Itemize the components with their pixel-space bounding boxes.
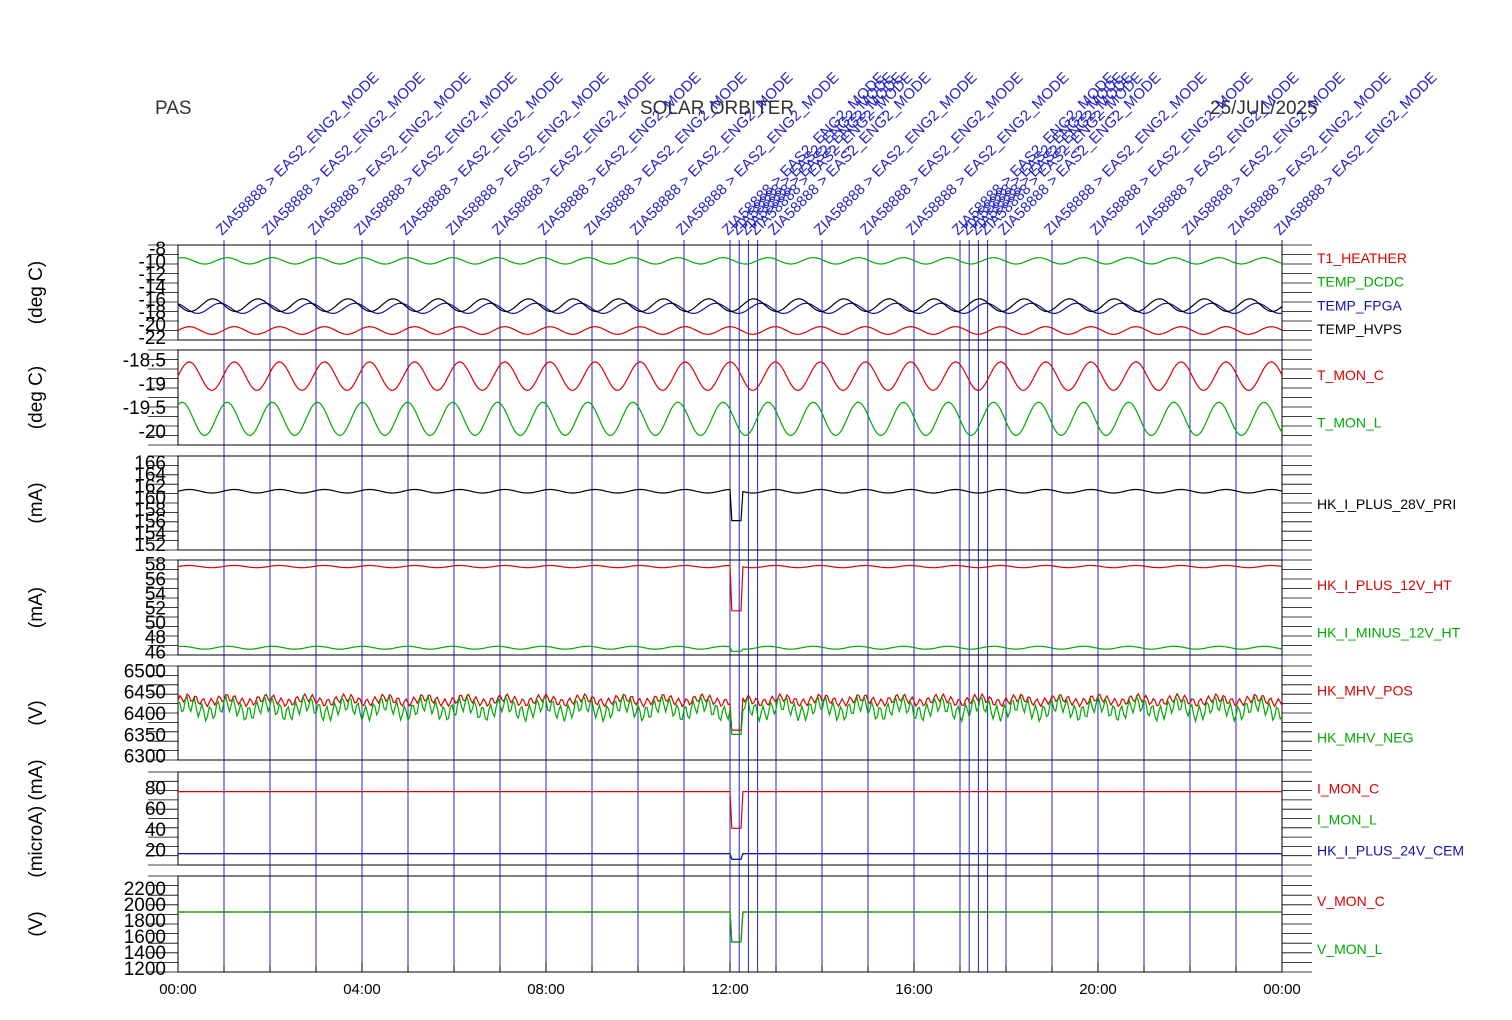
y-tick-label: -14 — [139, 277, 167, 298]
y-axis-label: (V) — [26, 911, 47, 936]
legend-label: TEMP_FPGA — [1317, 297, 1402, 313]
y-tick-label: 20 — [145, 841, 166, 862]
y-tick-label: 160 — [134, 488, 166, 509]
series-line — [178, 791, 1282, 829]
y-tick-label: 1800 — [124, 911, 166, 932]
y-tick-label: -20 — [139, 422, 166, 443]
legend-label: HK_I_PLUS_28V_PRI — [1317, 496, 1456, 512]
y-tick-label: -19 — [139, 374, 166, 395]
x-tick-label: 12:00 — [711, 981, 749, 998]
series-line — [178, 853, 1282, 860]
y-tick-label: 152 — [134, 535, 166, 556]
y-axis-label: (deg C) — [26, 261, 47, 324]
legend-label: TEMP_HVPS — [1317, 321, 1402, 337]
y-tick-label: 6400 — [124, 704, 166, 725]
y-tick-label: 1400 — [124, 943, 166, 964]
header-center: SOLAR ORBITER — [640, 98, 795, 119]
y-tick-label: 1200 — [124, 959, 166, 980]
x-tick-label: 00:00 — [159, 981, 197, 998]
legend-label: V_MON_C — [1317, 893, 1385, 909]
series-line — [177, 298, 1283, 313]
y-tick-label: -18.5 — [123, 351, 166, 372]
y-tick-label: -18 — [139, 303, 166, 324]
y-axis-label: (V) — [26, 700, 47, 725]
y-tick-label: 50 — [145, 613, 166, 634]
x-tick-label: 08:00 — [527, 981, 565, 998]
legend-label: T_MON_C — [1317, 367, 1384, 383]
y-tick-label: -19.5 — [123, 398, 166, 419]
x-tick-label: 20:00 — [1079, 981, 1117, 998]
y-tick-label: 52 — [145, 599, 166, 620]
y-tick-label: -16 — [139, 290, 166, 311]
y-tick-label: 158 — [134, 500, 166, 521]
y-tick-label: -22 — [139, 328, 166, 349]
y-tick-label: 80 — [145, 779, 166, 800]
y-tick-label: 1600 — [124, 927, 166, 948]
x-tick-label: 04:00 — [343, 981, 381, 998]
legend-label: T_MON_L — [1317, 414, 1382, 430]
y-tick-label: -20 — [139, 315, 166, 336]
series-line — [177, 302, 1283, 315]
y-axis-label: (mA) — [26, 587, 47, 628]
series-line — [177, 564, 1283, 612]
x-tick-label: 16:00 — [895, 981, 933, 998]
y-tick-label: 6350 — [124, 725, 166, 746]
legend-label: T1_HEATHER — [1317, 250, 1407, 266]
y-axis-label: (deg C) — [26, 366, 47, 429]
series-line — [178, 911, 1282, 943]
legend-label: HK_I_PLUS_24V_CEM — [1317, 843, 1464, 859]
event-marker-label: ZIA58888 > EAS2_ENG2_MODE — [213, 69, 383, 239]
header-left: PAS — [155, 98, 192, 119]
y-tick-label: 48 — [145, 628, 166, 649]
y-tick-label: 154 — [134, 523, 166, 544]
legend-label: HK_MHV_NEG — [1317, 730, 1413, 746]
y-tick-label: 6450 — [124, 683, 166, 704]
y-tick-label: -12 — [139, 265, 166, 286]
y-tick-label: 2000 — [124, 895, 166, 916]
legend-label: I_MON_C — [1317, 781, 1379, 797]
legend-label: HK_MHV_POS — [1317, 683, 1413, 699]
y-tick-label: 60 — [145, 799, 166, 820]
series-line — [177, 692, 1283, 731]
y-tick-label: 6500 — [124, 661, 166, 682]
y-tick-label: 58 — [145, 555, 166, 576]
legend-label: I_MON_L — [1317, 812, 1377, 828]
y-tick-label: 2200 — [124, 879, 166, 900]
legend-label: TEMP_DCDC — [1317, 274, 1404, 290]
series-line — [177, 645, 1283, 652]
y-tick-label: 164 — [134, 465, 166, 486]
y-tick-label: -10 — [139, 252, 166, 273]
series-line — [177, 401, 1283, 437]
y-tick-label: 40 — [145, 820, 166, 841]
y-tick-label: 54 — [145, 584, 167, 605]
y-tick-label: 156 — [134, 512, 166, 533]
y-tick-label: 46 — [145, 642, 166, 663]
series-line — [177, 488, 1283, 522]
y-tick-label: -8 — [149, 239, 166, 260]
y-tick-label: 166 — [134, 453, 166, 474]
y-tick-label: 162 — [134, 476, 166, 497]
y-tick-label: 6300 — [124, 747, 166, 768]
y-axis-label: (mA) — [26, 482, 47, 523]
y-tick-label: 56 — [145, 569, 166, 590]
series-line — [177, 361, 1283, 392]
header-right: 25/JUL/2025 — [1210, 98, 1318, 119]
legend-label: HK_I_MINUS_12V_HT — [1317, 624, 1461, 640]
series-line — [177, 693, 1283, 735]
legend-label: V_MON_L — [1317, 941, 1383, 957]
series-line — [177, 257, 1283, 265]
y-axis-label: (microA) (mA) — [26, 759, 47, 877]
x-tick-label: 00:00 — [1263, 981, 1301, 998]
legend-label: HK_I_PLUS_12V_HT — [1317, 577, 1452, 593]
series-line — [177, 326, 1283, 335]
